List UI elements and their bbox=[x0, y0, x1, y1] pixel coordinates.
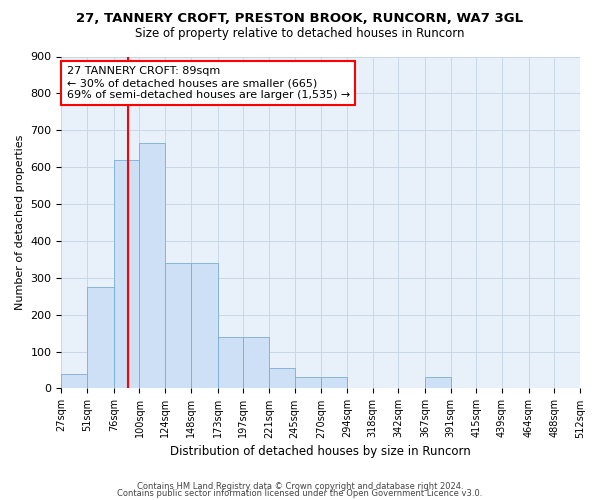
Bar bbox=[87, 287, 114, 388]
Bar bbox=[425, 378, 451, 388]
Text: Contains public sector information licensed under the Open Government Licence v3: Contains public sector information licen… bbox=[118, 490, 482, 498]
Y-axis label: Number of detached properties: Number of detached properties bbox=[15, 135, 25, 310]
Text: Size of property relative to detached houses in Runcorn: Size of property relative to detached ho… bbox=[135, 28, 465, 40]
Text: Contains HM Land Registry data © Crown copyright and database right 2024.: Contains HM Land Registry data © Crown c… bbox=[137, 482, 463, 491]
Bar bbox=[321, 378, 347, 388]
X-axis label: Distribution of detached houses by size in Runcorn: Distribution of detached houses by size … bbox=[170, 444, 471, 458]
Text: 27, TANNERY CROFT, PRESTON BROOK, RUNCORN, WA7 3GL: 27, TANNERY CROFT, PRESTON BROOK, RUNCOR… bbox=[76, 12, 524, 26]
Bar bbox=[139, 143, 165, 388]
Bar bbox=[165, 263, 191, 388]
Bar bbox=[269, 368, 295, 388]
Bar bbox=[114, 160, 139, 388]
Text: 27 TANNERY CROFT: 89sqm
← 30% of detached houses are smaller (665)
69% of semi-d: 27 TANNERY CROFT: 89sqm ← 30% of detache… bbox=[67, 66, 350, 100]
Bar bbox=[61, 374, 87, 388]
Bar bbox=[218, 337, 243, 388]
Bar bbox=[295, 378, 321, 388]
Bar bbox=[191, 263, 218, 388]
Bar bbox=[243, 337, 269, 388]
